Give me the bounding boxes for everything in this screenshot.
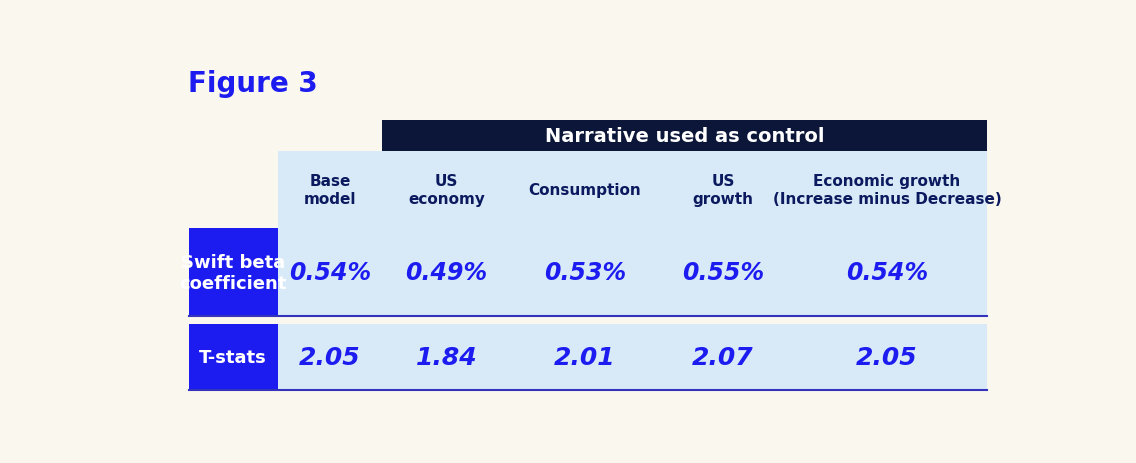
Text: 0.53%: 0.53% — [544, 261, 626, 285]
FancyBboxPatch shape — [189, 228, 277, 317]
Text: 2.07: 2.07 — [692, 345, 754, 369]
Text: Base
model: Base model — [303, 174, 357, 206]
FancyBboxPatch shape — [277, 151, 987, 228]
Text: Figure 3: Figure 3 — [189, 69, 318, 97]
Text: Consumption: Consumption — [528, 182, 641, 198]
Text: 2.05: 2.05 — [857, 345, 918, 369]
Text: 0.54%: 0.54% — [289, 261, 371, 285]
FancyBboxPatch shape — [277, 325, 987, 390]
Text: Swift beta
coefficient: Swift beta coefficient — [179, 253, 286, 292]
FancyBboxPatch shape — [382, 121, 987, 151]
Text: 0.54%: 0.54% — [846, 261, 928, 285]
Text: 2.01: 2.01 — [554, 345, 616, 369]
Text: 1.84: 1.84 — [416, 345, 477, 369]
Text: US
economy: US economy — [408, 174, 485, 206]
Text: Economic growth
(Increase minus Decrease): Economic growth (Increase minus Decrease… — [772, 174, 1002, 206]
FancyBboxPatch shape — [277, 228, 987, 317]
Text: 0.55%: 0.55% — [682, 261, 765, 285]
Text: 0.49%: 0.49% — [406, 261, 487, 285]
Text: T-stats: T-stats — [199, 348, 267, 366]
Text: Narrative used as control: Narrative used as control — [545, 127, 825, 146]
Text: US
growth: US growth — [693, 174, 753, 206]
FancyBboxPatch shape — [189, 325, 277, 390]
Text: 2.05: 2.05 — [299, 345, 361, 369]
